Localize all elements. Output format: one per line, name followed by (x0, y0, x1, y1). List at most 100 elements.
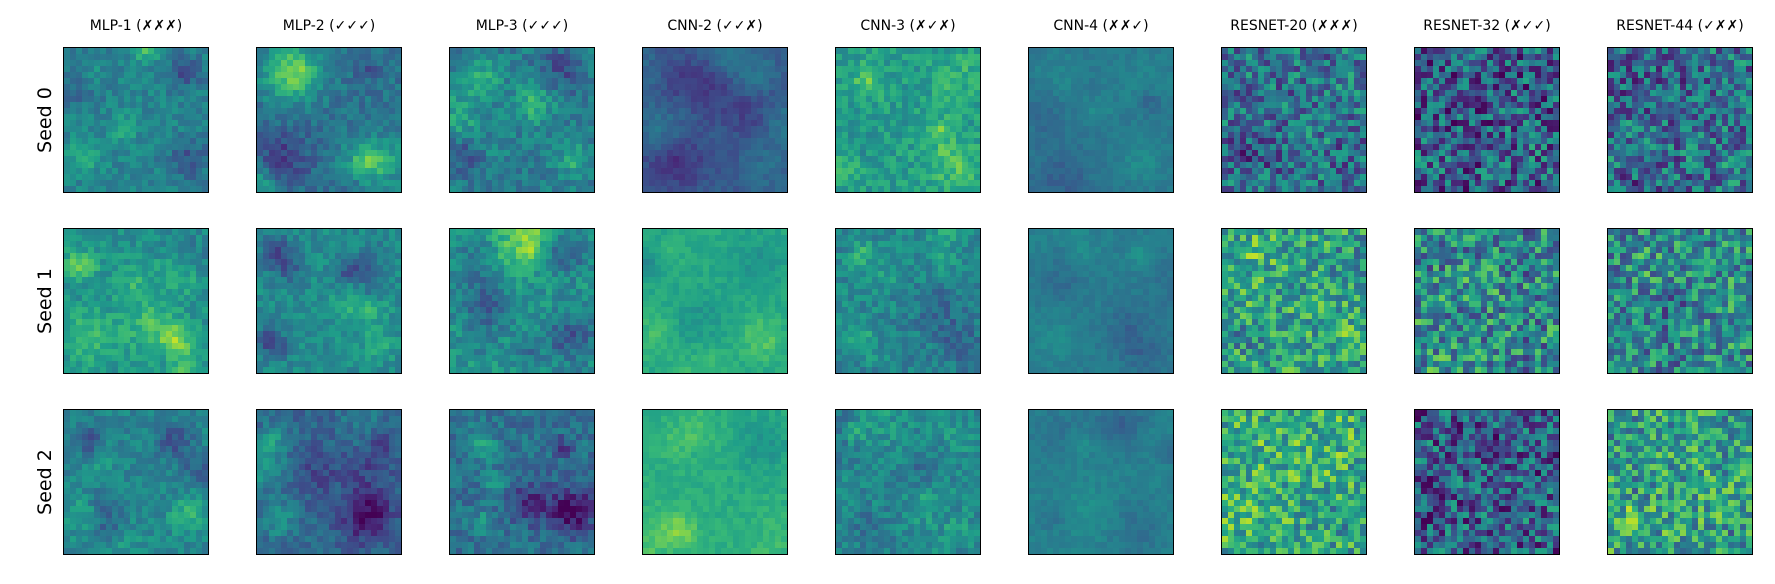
heatmap-cell (564, 78, 571, 85)
heatmap-cell (757, 132, 764, 139)
heatmap-cell (112, 132, 119, 139)
heatmap-cell (920, 60, 927, 67)
heatmap-cell (950, 78, 957, 85)
heatmap-cell (1427, 156, 1434, 163)
heatmap-cell (1246, 174, 1253, 181)
heatmap-cell (178, 102, 185, 109)
heatmap-cell (848, 54, 855, 61)
heatmap-cell (769, 162, 776, 169)
heatmap-cell (1330, 108, 1337, 115)
heatmap-cell (745, 144, 752, 151)
heatmap-cell (1608, 132, 1615, 139)
heatmap-cell (1330, 84, 1337, 91)
heatmap-cell (1258, 120, 1265, 127)
heatmap-cell (1487, 84, 1494, 91)
heatmap-cell (739, 96, 746, 103)
heatmap-cell (968, 156, 975, 163)
heatmap-cell (1463, 162, 1470, 169)
heatmap-cell (371, 78, 378, 85)
heatmap-cell (190, 78, 197, 85)
heatmap-cell (196, 54, 203, 61)
heatmap-cell (178, 180, 185, 187)
heatmap-cell (1451, 108, 1458, 115)
heatmap-cell (1228, 102, 1235, 109)
heatmap-cell (1511, 78, 1518, 85)
heatmap-cell (317, 96, 324, 103)
heatmap-cell (1626, 120, 1633, 127)
heatmap-cell (896, 90, 903, 97)
heatmap-cell (1053, 138, 1060, 145)
heatmap-cell (956, 180, 963, 187)
heatmap-cell (480, 162, 487, 169)
heatmap-cell (1740, 48, 1747, 55)
heatmap-cell (570, 120, 577, 127)
heatmap-cell (106, 60, 113, 67)
heatmap-cell (1541, 108, 1548, 115)
heatmap-cell (353, 96, 360, 103)
heatmap-cell (1294, 84, 1301, 91)
heatmap-cell (202, 66, 208, 73)
heatmap-cell (287, 186, 294, 192)
heatmap-cell (1650, 126, 1657, 133)
heatmap-cell (1348, 48, 1355, 55)
heatmap-cell (956, 78, 963, 85)
heatmap-cell (166, 156, 173, 163)
heatmap-cell (1451, 96, 1458, 103)
heatmap-cell (1125, 108, 1132, 115)
heatmap-cell (769, 186, 776, 192)
heatmap-cell (968, 180, 975, 187)
heatmap-cell (1119, 72, 1126, 79)
heatmap-cell (1674, 126, 1681, 133)
heatmap-cell (836, 126, 843, 133)
heatmap-cell (1312, 54, 1319, 61)
heatmap-cell (516, 72, 523, 79)
heatmap-cell (100, 162, 107, 169)
heatmap-cell (142, 54, 149, 61)
heatmap-cell (866, 102, 873, 109)
heatmap-cell (1047, 66, 1054, 73)
heatmap-cell (1270, 186, 1277, 192)
heatmap-cell (516, 66, 523, 73)
heatmap-cell (962, 174, 969, 181)
heatmap-cell (1680, 120, 1687, 127)
heatmap-cell (154, 78, 161, 85)
heatmap-cell (1523, 114, 1530, 121)
heatmap-cell (64, 144, 71, 151)
heatmap-cell (836, 168, 843, 175)
heatmap-cell (1167, 132, 1173, 139)
heatmap-cell (329, 156, 336, 163)
heatmap-cell (299, 150, 306, 157)
heatmap-cell (1415, 144, 1422, 151)
heatmap-cell (1463, 66, 1470, 73)
heatmap-cell (1258, 78, 1265, 85)
heatmap-cell (1517, 174, 1524, 181)
heatmap-cell (1415, 54, 1422, 61)
heatmap-cell (1336, 54, 1343, 61)
heatmap-cell (196, 84, 203, 91)
heatmap-cell (1541, 84, 1548, 91)
heatmap-cell (757, 180, 764, 187)
heatmap-cell (540, 114, 547, 121)
heatmap-cell (329, 72, 336, 79)
heatmap-cell (950, 150, 957, 157)
heatmap-cell (474, 60, 481, 67)
heatmap-cell (703, 102, 710, 109)
heatmap-cell (1511, 156, 1518, 163)
heatmap-cell (323, 54, 330, 61)
heatmap-cell (546, 138, 553, 145)
heatmap-cell (588, 78, 594, 85)
heatmap-cell (124, 78, 131, 85)
heatmap-cells (1608, 48, 1752, 192)
heatmap-cell (371, 90, 378, 97)
heatmap-cell (1547, 108, 1554, 115)
heatmap-cell (1125, 102, 1132, 109)
heatmap-cell (1161, 96, 1168, 103)
heatmap-cell (944, 180, 951, 187)
heatmap-cell (890, 180, 897, 187)
heatmap-cell (172, 180, 179, 187)
heatmap-cell (914, 120, 921, 127)
heatmap-cell (1415, 162, 1422, 169)
heatmap-cell (546, 174, 553, 181)
heatmap-cell (196, 120, 203, 127)
heatmap-cell (154, 138, 161, 145)
